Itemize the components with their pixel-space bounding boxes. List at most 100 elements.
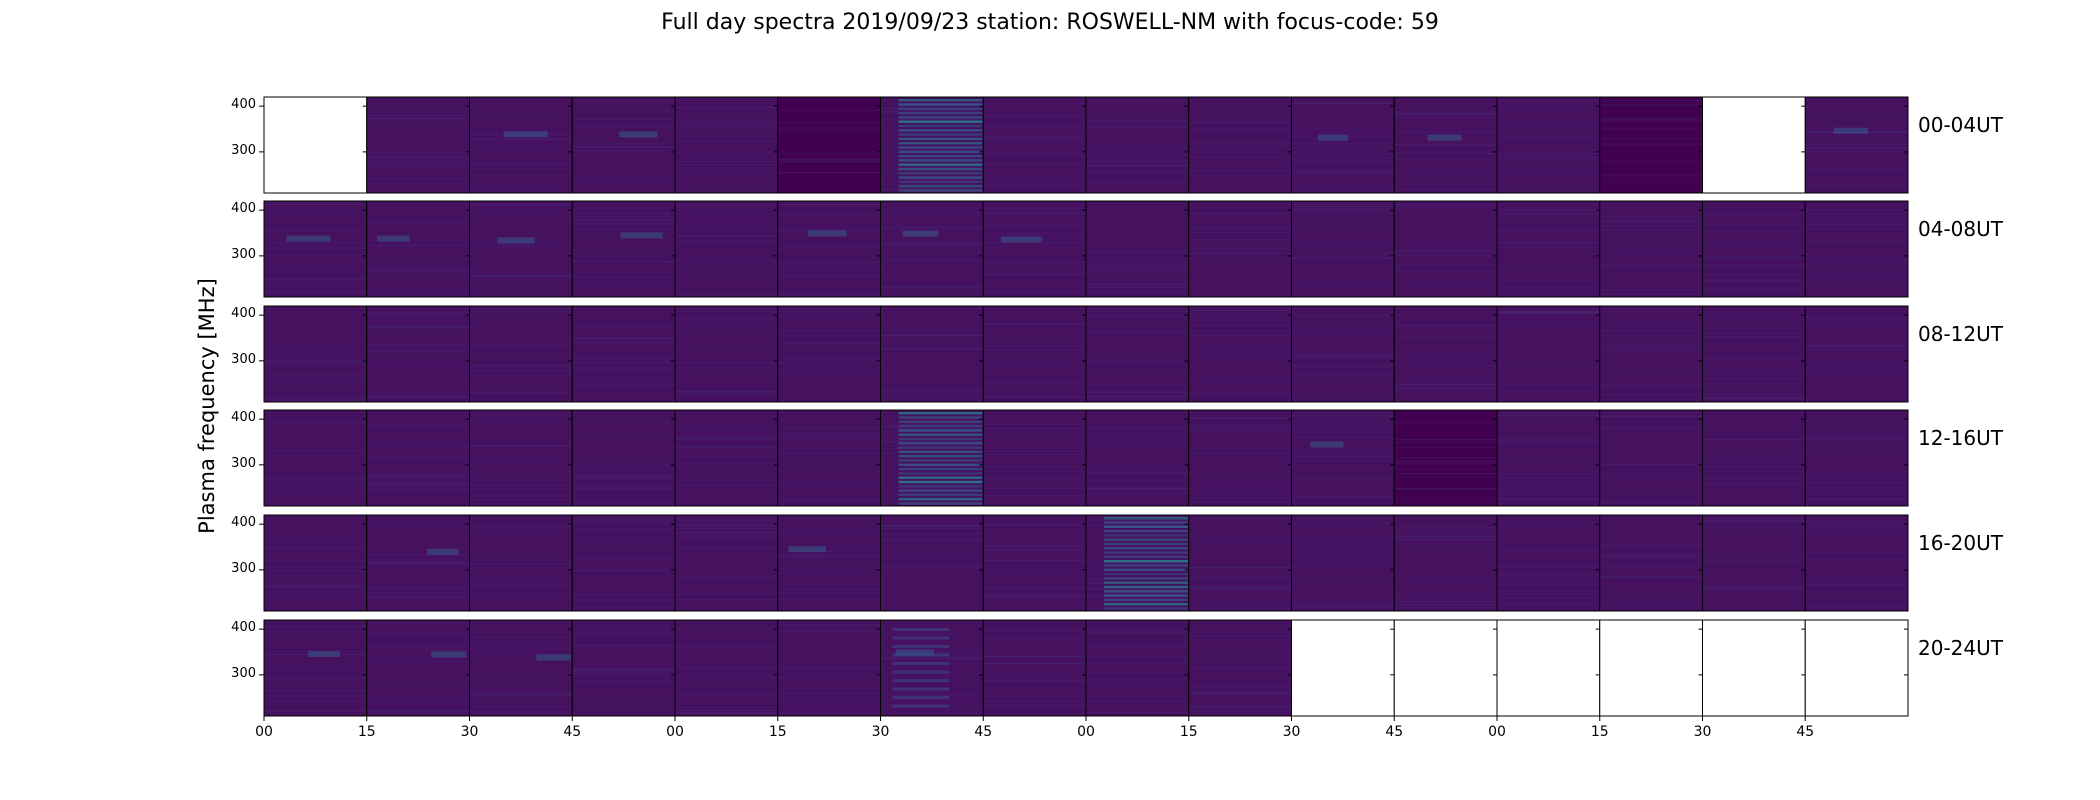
spectrum-panel [469, 409, 573, 507]
noise-line [983, 437, 1086, 439]
noise-line [777, 369, 881, 371]
noise-line [675, 645, 778, 647]
noise-line [1394, 204, 1497, 206]
noise-line [777, 624, 881, 626]
noise-line [1702, 429, 1806, 431]
noise-line [469, 283, 573, 285]
noise-line [1394, 421, 1497, 423]
noise-line [1497, 311, 1600, 313]
noise-line [983, 637, 1086, 639]
emission-band [620, 232, 663, 239]
noise-line [1086, 321, 1189, 323]
noise-line [366, 632, 470, 634]
noise-line [1702, 256, 1806, 258]
noise-line [1497, 171, 1600, 173]
noise-line [983, 271, 1086, 273]
noise-line [469, 418, 573, 420]
noise-line [1188, 417, 1292, 419]
noise-line [1188, 169, 1292, 171]
noise-line [777, 153, 881, 155]
noise-line [264, 478, 367, 480]
noise-line [366, 476, 470, 478]
noise-line [1086, 442, 1189, 444]
spectrum-panel [1702, 514, 1806, 612]
noise-line [264, 689, 367, 691]
noise-line [366, 314, 470, 316]
noise-line [1805, 604, 1908, 606]
noise-line [1394, 324, 1497, 326]
noise-line [1702, 214, 1806, 216]
noise-line [675, 140, 778, 142]
noise-line [366, 271, 470, 273]
emission-band [807, 230, 847, 237]
noise-line [880, 663, 984, 665]
noise-line [1497, 101, 1600, 103]
noise-line [1702, 521, 1806, 523]
noise-line [1188, 330, 1292, 332]
noise-line [1188, 485, 1292, 487]
noise-line [1599, 427, 1703, 429]
noise-line [1702, 398, 1806, 400]
noise-line [1291, 370, 1395, 372]
panel-border [1804, 96, 1909, 194]
spectrum-panel [777, 409, 881, 507]
noise-line [983, 597, 1086, 599]
noise-line [1291, 605, 1395, 607]
noise-line [366, 327, 470, 329]
noise-line [1805, 369, 1908, 371]
emission-band [1104, 525, 1189, 528]
noise-line [675, 536, 778, 538]
panel-bg [1086, 410, 1189, 506]
noise-line [469, 274, 573, 276]
spectrum-panel [1496, 409, 1601, 507]
noise-line [675, 528, 778, 530]
noise-line [880, 528, 984, 530]
noise-line [1291, 546, 1395, 548]
noise-line [675, 136, 778, 138]
noise-line [572, 680, 675, 682]
noise-line [572, 607, 675, 609]
noise-line [469, 673, 573, 675]
panel-bg [1188, 97, 1292, 193]
spectrum-panel [982, 514, 1087, 612]
noise-line [675, 446, 778, 448]
noise-line [983, 523, 1086, 525]
noise-line [264, 568, 367, 570]
noise-line [264, 701, 367, 703]
noise-line [1086, 251, 1189, 253]
noise-line [1805, 549, 1908, 551]
noise-line [1086, 524, 1189, 526]
noise-line [366, 456, 470, 458]
noise-line [1702, 499, 1806, 501]
noise-line [983, 393, 1086, 395]
noise-line [675, 373, 778, 375]
emission-band [898, 480, 984, 484]
noise-line [880, 397, 984, 399]
noise-line [777, 159, 881, 161]
noise-line [469, 444, 573, 446]
noise-line [572, 697, 675, 699]
noise-line [264, 268, 367, 270]
noise-line [777, 204, 881, 206]
spectrum-panel [1085, 305, 1190, 403]
panel-bg [983, 515, 1086, 611]
noise-line [1805, 150, 1908, 152]
noise-line [264, 498, 367, 500]
noise-line [366, 267, 470, 269]
noise-line [572, 177, 675, 179]
noise-line [1805, 319, 1908, 321]
noise-line [675, 393, 778, 395]
noise-line [880, 271, 984, 273]
noise-line [675, 438, 778, 440]
noise-line [880, 370, 984, 372]
noise-line [983, 498, 1086, 500]
noise-line [1188, 692, 1292, 694]
noise-line [572, 523, 675, 525]
noise-line [983, 471, 1086, 473]
noise-line [1702, 527, 1806, 529]
noise-line [264, 390, 367, 392]
panel-bg [572, 620, 675, 716]
spectrum-panel [571, 305, 676, 403]
noise-line [469, 583, 573, 585]
spectrum-panel [1702, 409, 1806, 507]
